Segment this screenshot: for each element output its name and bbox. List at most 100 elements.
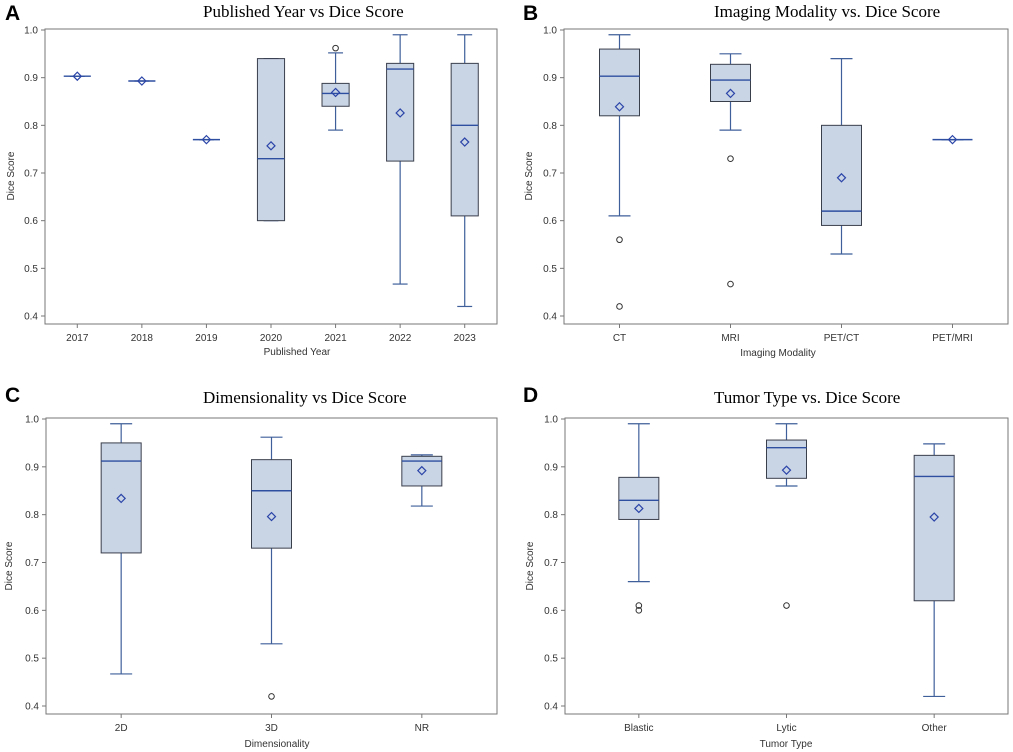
x-tick-label: 2022 [389,333,412,344]
panel-letter: C [5,384,20,407]
outlier-point [635,607,643,614]
x-tick-label: Other [922,723,948,734]
outlier-point [783,602,790,609]
outlier-point [727,155,734,162]
panel-letter: D [523,384,538,407]
panel-title: Published Year vs Dice Score [203,2,404,21]
outlier-point [616,236,623,244]
box-lytic [766,423,807,609]
mean-marker [836,172,847,183]
mean-marker [201,134,212,145]
box-2021 [321,44,350,131]
mean-marker [72,71,83,82]
x-tick-label: Blastic [624,723,653,734]
panel-title: Tumor Type vs. Dice Score [714,388,900,407]
x-tick-label: 2D [115,723,128,734]
iqr-box [766,439,807,479]
iqr-box [321,82,350,107]
x-tick-label: 2019 [195,333,218,344]
x-tick-label: PET/CT [824,333,860,344]
y-tick-label: 0.5 [25,654,39,665]
y-tick-label: 0.5 [24,264,38,275]
mean-marker [137,76,147,86]
x-tick-label: Lytic [776,723,796,734]
y-tick-label: 0.6 [543,216,557,227]
outlier-point [332,44,339,52]
y-tick-label: 0.9 [25,462,39,473]
plot-frame [563,28,1009,325]
box-2023 [450,34,479,308]
x-axis-label: Tumor Type [760,739,813,750]
iqr-box [450,62,479,217]
y-axis-label: Dice Score [524,151,535,200]
mean-marker [947,134,958,145]
iqr-box [599,48,640,117]
box-pet-ct [821,57,862,255]
y-tick-label: 0.4 [543,312,557,323]
y-tick-label: 0.7 [544,558,558,569]
y-tick-label: 0.8 [544,510,558,521]
x-tick-label: 3D [265,723,278,734]
x-axis-label: Dimensionality [244,739,309,750]
mean-marker [633,503,644,514]
mean-marker [459,137,470,147]
x-tick-label: MRI [721,333,739,344]
x-tick-label: 2021 [324,333,347,344]
iqr-box [913,454,955,602]
iqr-box [251,459,292,549]
y-tick-label: 0.9 [544,462,558,473]
panel-a: A Published Year vs Dice Score 0.4 0.5 0.6 0.… [5,2,498,358]
mean-marker [116,493,127,504]
panel-title: Dimensionality vs Dice Score [203,388,407,407]
mean-marker [781,465,792,476]
y-axis-label: Dice Score [4,541,15,590]
box-2017 [63,71,91,82]
y-tick-label: 0.6 [544,606,558,617]
panel-b: B Imaging Modality vs. Dice Score 0.4 0.5 0.… [523,2,1009,359]
box-2019 [192,134,220,145]
x-tick-label: 2018 [131,333,154,344]
y-tick-label: 1.0 [543,26,557,37]
y-tick-label: 0.5 [544,654,558,665]
box-3d [251,436,292,700]
y-tick-label: 0.4 [544,702,558,713]
panel-letter: A [5,2,20,25]
outlier-point [635,602,643,609]
box-blastic [618,423,660,614]
y-tick-label: 0.9 [543,73,557,84]
mean-marker [416,465,427,476]
panel-letter: B [523,2,538,25]
iqr-box [100,442,142,554]
box-other [913,443,955,698]
y-axis-label: Dice Score [525,541,536,590]
y-tick-label: 0.6 [25,606,39,617]
box-2020 [256,57,286,222]
y-tick-label: 0.5 [543,264,557,275]
mean-marker [266,140,276,151]
x-tick-label: 2020 [260,333,283,344]
x-tick-label: 2017 [66,333,89,344]
box-nr [401,454,443,507]
box-2018 [128,76,156,86]
x-axis-label: Imaging Modality [740,348,816,359]
mean-marker [266,511,277,522]
mean-marker [395,108,405,118]
y-tick-label: 0.8 [24,121,38,132]
iqr-box [256,58,286,222]
panel-d: D Tumor Type vs. Dice Score 0.4 0.5 0.6 0.7 0.… [523,384,1009,750]
y-tick-label: 0.7 [24,169,38,180]
x-tick-label: 2023 [454,333,477,344]
outlier-point [616,303,623,310]
y-tick-label: 1.0 [25,415,39,426]
outlier-point [727,280,734,288]
y-tick-label: 0.8 [543,121,557,132]
mean-marker [725,88,736,99]
box-2d [100,423,142,675]
y-tick-label: 0.8 [25,510,39,521]
mean-marker [929,512,940,522]
y-tick-label: 0.4 [24,312,38,323]
box-ct [599,34,640,310]
iqr-box [386,62,415,162]
y-tick-label: 1.0 [24,26,38,37]
